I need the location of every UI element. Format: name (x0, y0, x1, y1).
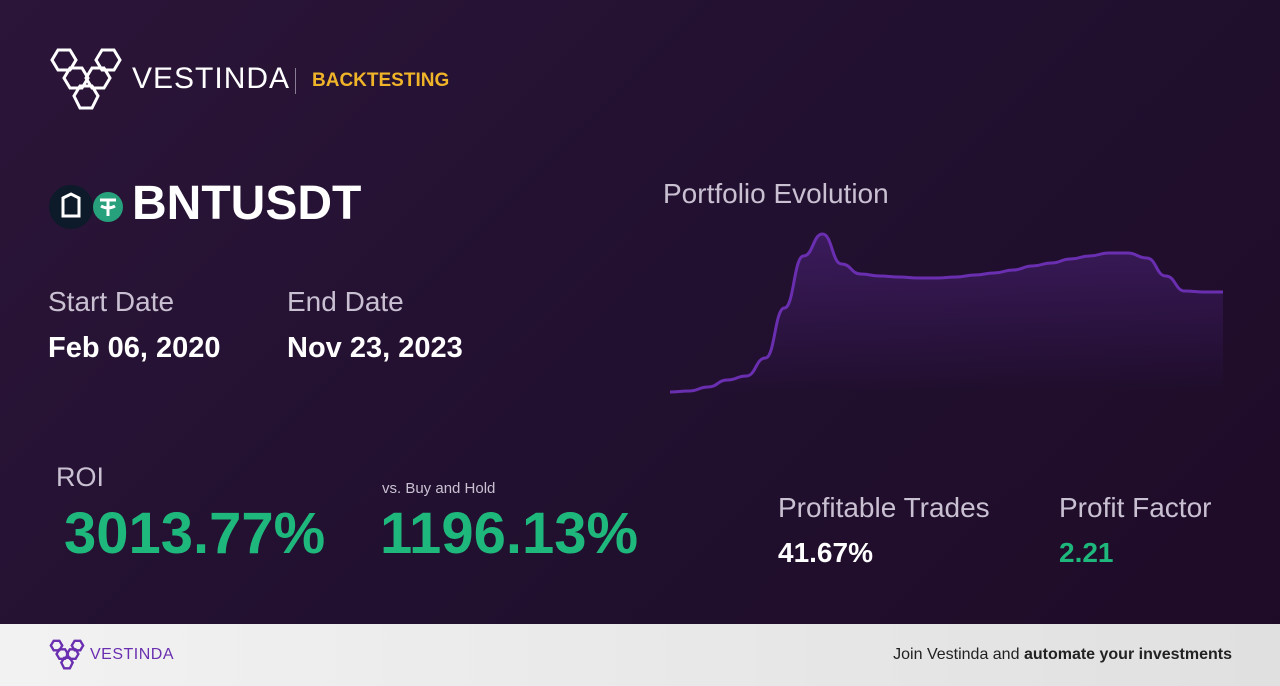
portfolio-chart (669, 232, 1223, 394)
portfolio-line (669, 232, 1223, 394)
footer-brand: VESTINDA (90, 646, 175, 663)
end-date: Nov 23, 2023 (287, 332, 463, 364)
start-date: Feb 06, 2020 (48, 332, 221, 364)
footer-logo (49, 639, 85, 670)
pair-name: BNTUSDT (132, 177, 362, 230)
cta-prefix: Join Vestinda and (893, 646, 1020, 663)
footer-cta: Join Vestinda and automate your investme… (893, 646, 1232, 664)
portfolio-area (670, 234, 1223, 392)
divider (295, 68, 296, 94)
section-name: BACKTESTING (312, 70, 450, 91)
end-date-label: End Date (287, 286, 404, 317)
profitable-trades-label: Profitable Trades (778, 492, 990, 523)
roi-value: 3013.77% (64, 501, 326, 566)
vs-value: 1196.13% (380, 501, 639, 566)
profit-factor-label: Profit Factor (1059, 492, 1212, 523)
profitable-trades-value: 41.67% (778, 537, 873, 568)
cta-bold: automate your investments (1023, 646, 1232, 663)
start-date-label: Start Date (48, 286, 175, 317)
vs-label: vs. Buy and Hold (382, 480, 496, 497)
roi-label: ROI (56, 462, 105, 492)
brand-name: VESTINDA (132, 62, 291, 95)
brand-logo (50, 48, 122, 110)
footer: VESTINDA Join Vestinda and automate your… (0, 624, 1280, 686)
coin-icons (49, 185, 123, 229)
chart-title: Portfolio Evolution (663, 178, 889, 209)
profit-factor-value: 2.21 (1059, 537, 1114, 568)
